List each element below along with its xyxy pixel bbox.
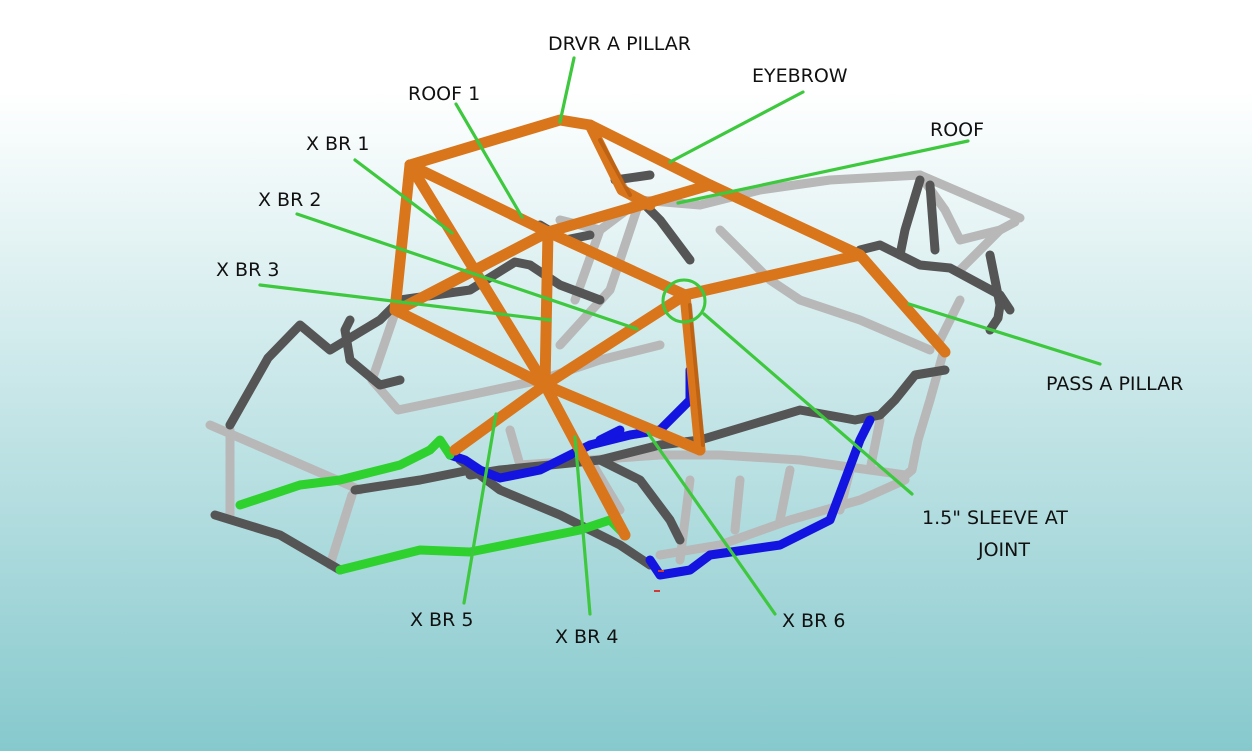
label-x-br-6: X BR 6 (782, 610, 845, 632)
roll-cage-orange (389, 114, 951, 541)
label-drvr-a-pillar: DRVR A PILLAR (548, 33, 691, 55)
label-pass-a-pillar: PASS A PILLAR (1046, 373, 1183, 395)
leader-pass-a-pillar (907, 302, 1102, 366)
sleeve-joint-circle (661, 278, 707, 324)
label-x-br-4: X BR 4 (555, 626, 618, 648)
leader-x-br-5 (462, 412, 498, 605)
red-marker (654, 570, 664, 592)
leader-eyebrow (668, 90, 805, 164)
labels: DRVR A PILLAR EYEBROW ROOF 1 ROOF X BR 1… (216, 33, 1183, 648)
roll-cage-orange-shadow (598, 138, 705, 447)
label-x-br-2: X BR 2 (258, 189, 321, 211)
leader-x-br-2 (295, 212, 639, 331)
frame-green-tubes (235, 435, 630, 575)
leader-drvr-a-pillar (558, 56, 576, 124)
label-eyebrow: EYEBROW (752, 65, 848, 87)
leader-x-br-4 (573, 435, 592, 616)
frame-blue-tubes (445, 365, 875, 580)
label-x-br-1: X BR 1 (306, 133, 369, 155)
leader-sleeve (702, 312, 914, 496)
label-x-br-5: X BR 5 (410, 609, 473, 631)
label-sleeve-line2: JOINT (977, 539, 1030, 561)
leader-roof-1 (454, 102, 524, 219)
leader-x-br-6 (646, 431, 777, 616)
leader-lines (258, 56, 1102, 616)
leader-x-br-3 (258, 283, 552, 322)
label-x-br-3: X BR 3 (216, 259, 279, 281)
label-roof: ROOF (930, 119, 984, 141)
leader-x-br-1 (353, 158, 454, 235)
label-sleeve-line1: 1.5" SLEEVE AT (922, 507, 1068, 529)
label-roof-1: ROOF 1 (408, 83, 480, 105)
leader-roof (676, 139, 970, 205)
